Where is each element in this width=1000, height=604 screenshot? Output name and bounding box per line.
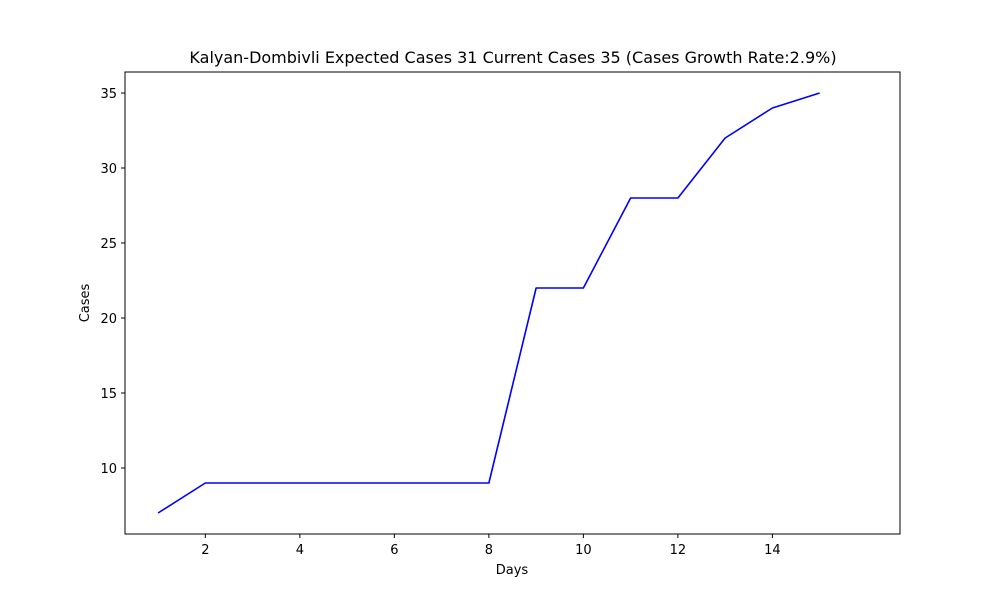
series-line-0 (157, 92, 820, 514)
x-tick-label: 8 (485, 543, 493, 558)
y-tick-label: 35 (100, 87, 117, 102)
plot-frame (124, 71, 901, 535)
plot-area (157, 92, 820, 514)
x-tick-label: 6 (390, 543, 398, 558)
x-tick-label: 4 (296, 543, 304, 558)
y-tick-label: 15 (100, 387, 117, 402)
y-tick-label: 20 (100, 312, 117, 327)
y-tick-label: 30 (100, 162, 117, 177)
x-axis-ticks: 2 4 6 8 10 12 14 (201, 534, 781, 558)
x-axis-label: Days (496, 563, 529, 578)
y-axis-ticks: 10 15 20 25 30 35 (100, 87, 125, 477)
x-tick-label: 14 (764, 543, 781, 558)
y-tick-label: 10 (100, 462, 117, 477)
y-tick-label: 25 (100, 237, 117, 252)
x-tick-label: 10 (575, 543, 592, 558)
x-tick-label: 2 (201, 543, 209, 558)
x-tick-label: 12 (670, 543, 687, 558)
y-axis-label: Cases (78, 283, 93, 322)
chart-title: Kalyan-Dombivli Expected Cases 31 Curren… (189, 48, 836, 67)
